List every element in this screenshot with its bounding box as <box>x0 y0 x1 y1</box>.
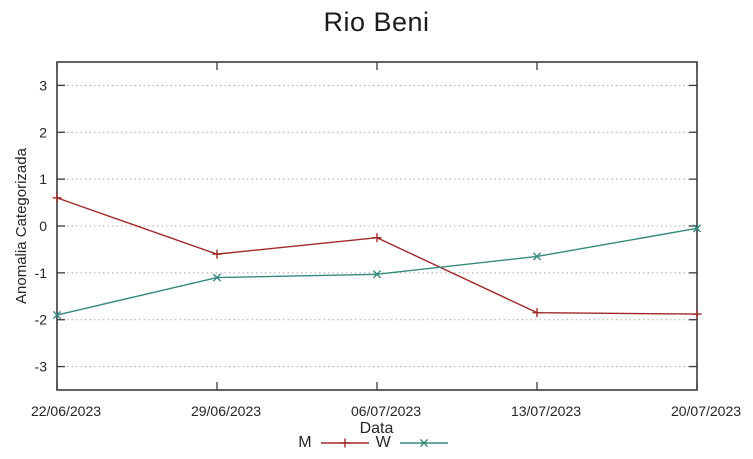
x-axis-label: Data <box>359 420 394 437</box>
y-tick-label: 2 <box>39 124 47 140</box>
marker-cross-w <box>212 273 222 282</box>
marker-cross-w <box>52 310 62 320</box>
legend-label-m: M <box>298 434 312 451</box>
legend-sample-line-m <box>320 438 369 448</box>
chart-legend: M W <box>0 435 753 451</box>
plot-border <box>56 61 698 391</box>
marker-cross-w <box>372 270 382 279</box>
x-tick-label: 13/07/2023 <box>511 403 581 419</box>
y-tick-label: -1 <box>35 265 48 281</box>
series-line-m <box>56 197 698 315</box>
marker-cross-w <box>532 252 542 261</box>
chart-title: Rio Beni <box>323 7 430 37</box>
legend-sample-marker <box>419 438 428 448</box>
legend-sample-line-w <box>399 438 448 448</box>
x-tick-label: 29/06/2023 <box>191 403 261 419</box>
y-tick-label: 0 <box>39 218 47 234</box>
x-tick-label: 20/07/2023 <box>671 403 741 419</box>
x-tick-label: 22/06/2023 <box>31 403 101 419</box>
y-tick-label: -2 <box>35 312 48 328</box>
x-tick-label: 06/07/2023 <box>351 403 421 419</box>
y-tick-label: -3 <box>35 359 48 375</box>
y-tick-label: 1 <box>39 171 47 187</box>
marker-cross-w <box>692 224 702 233</box>
legend-label-w: W <box>375 434 391 451</box>
y-tick-label: 3 <box>39 77 47 93</box>
